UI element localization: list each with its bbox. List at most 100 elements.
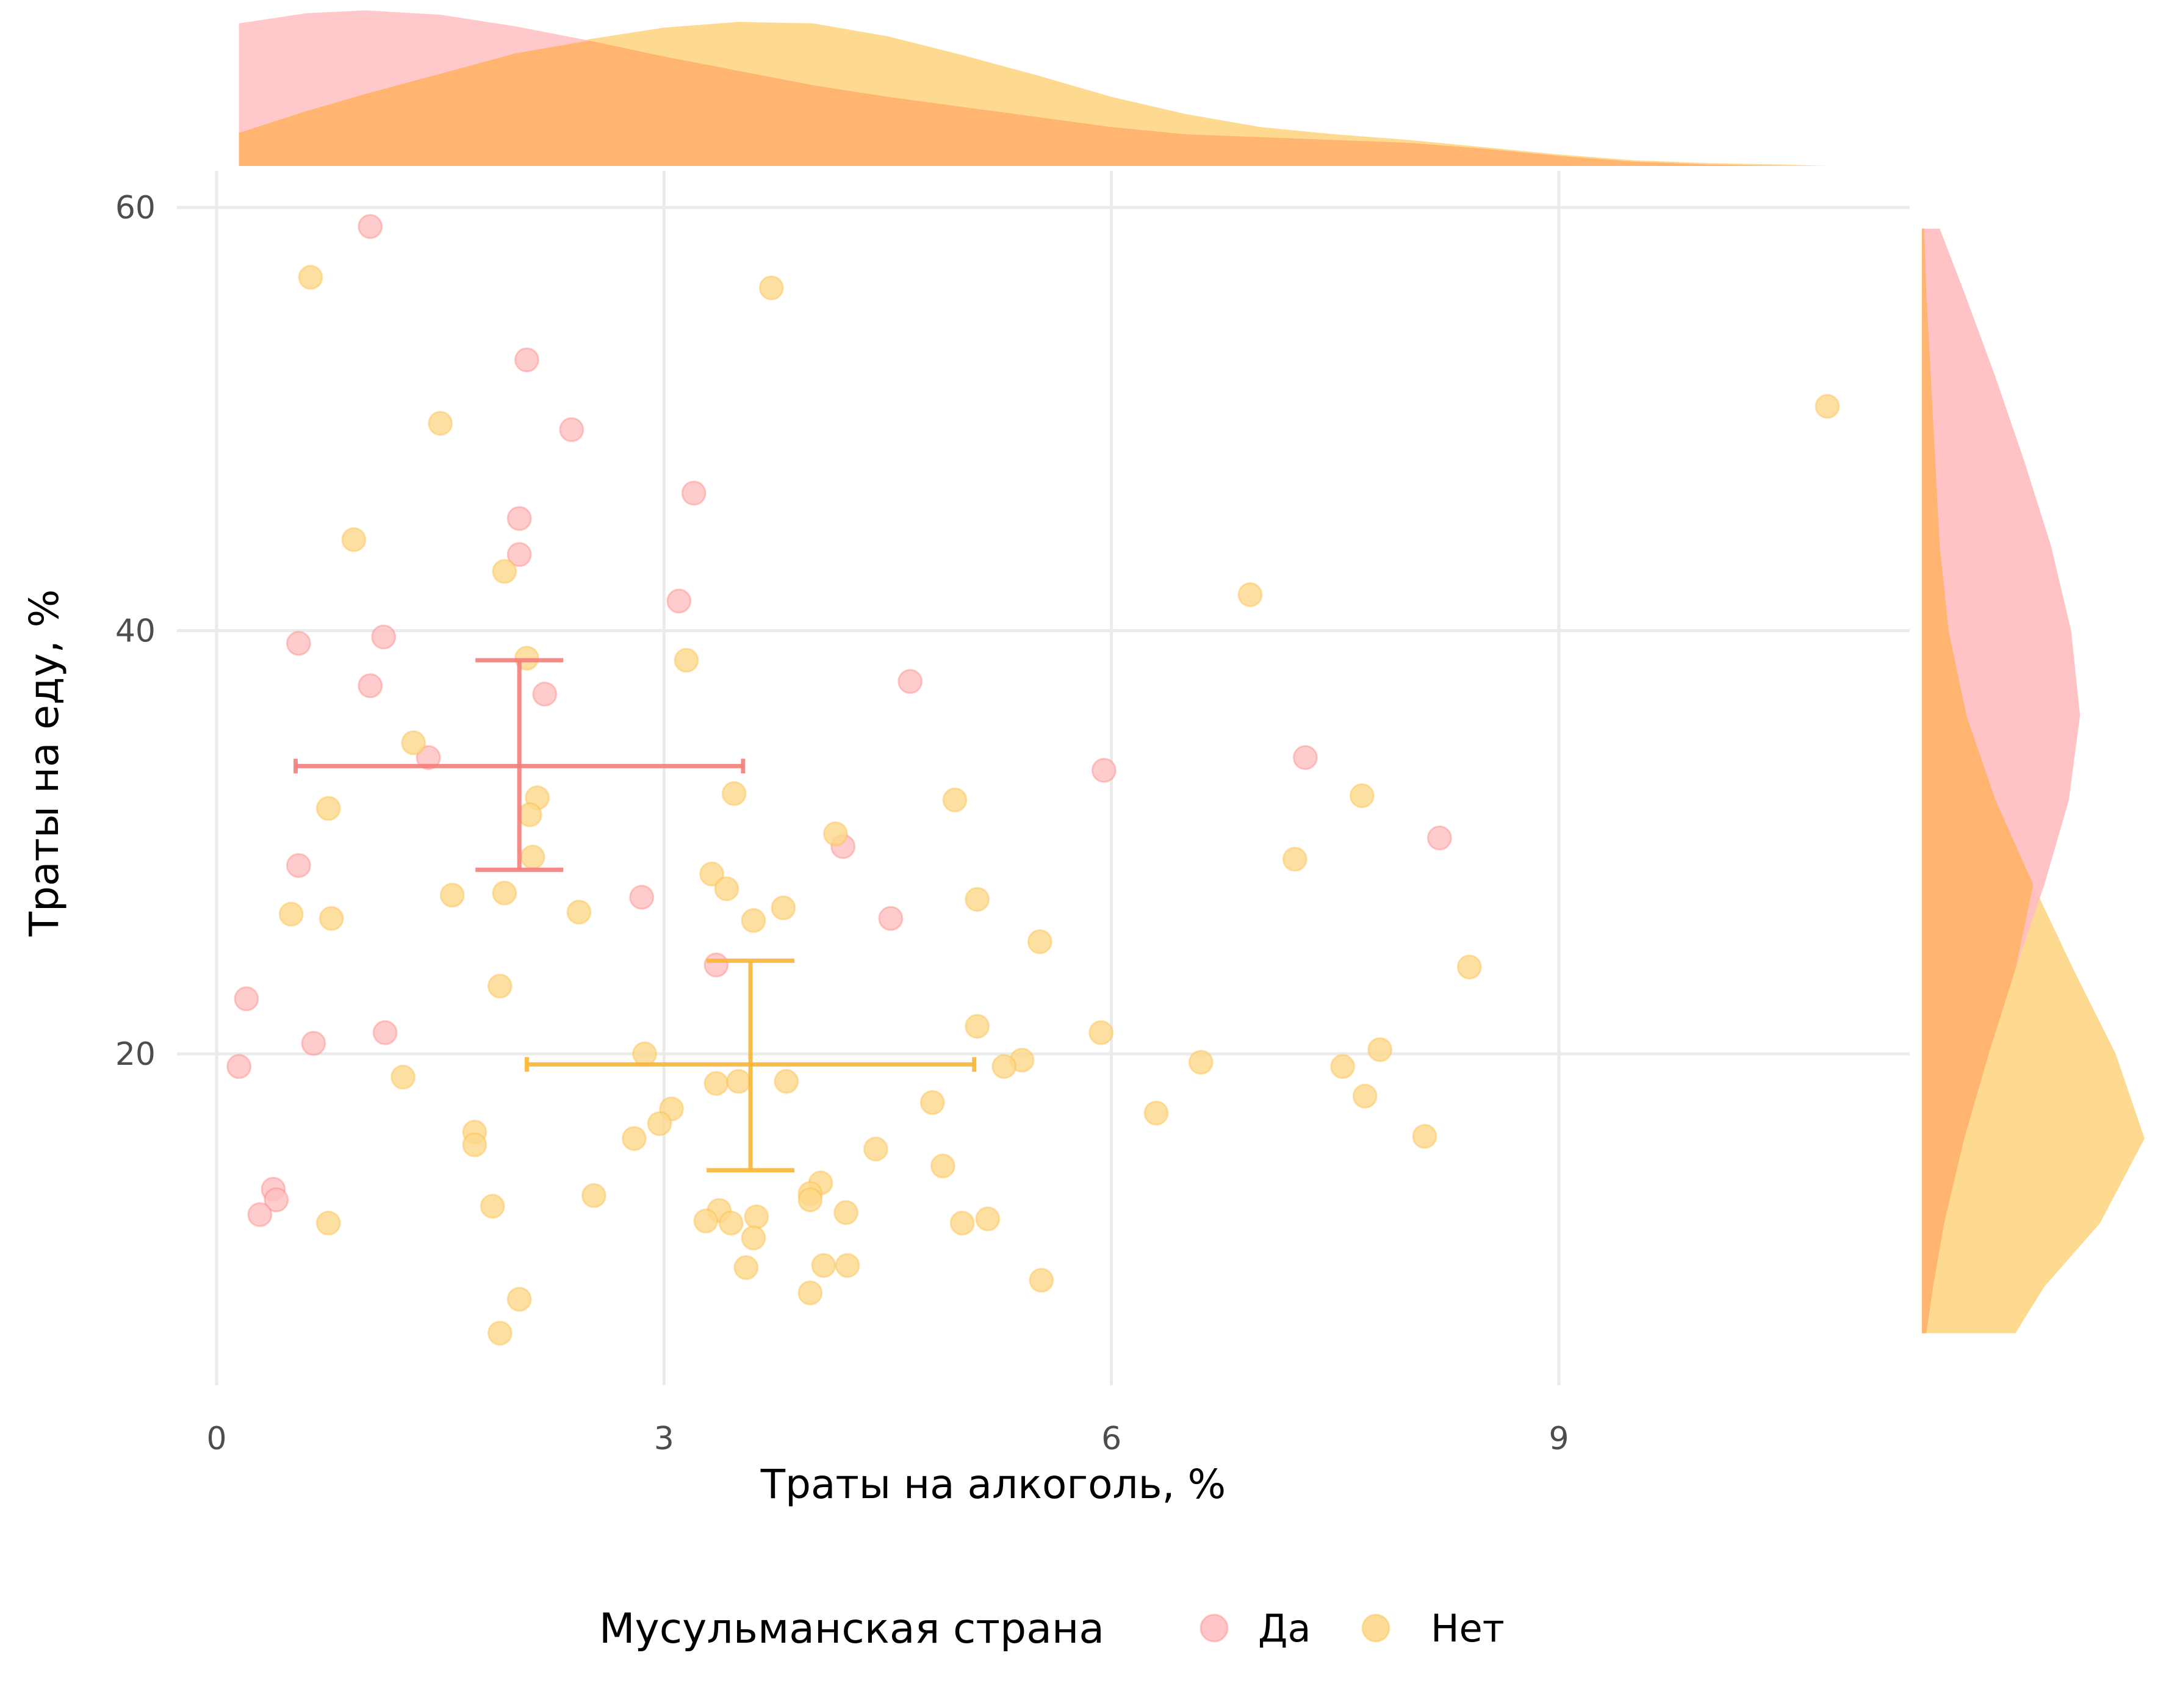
point-net [975, 1206, 1001, 1231]
point-net [278, 901, 304, 927]
point-net [318, 906, 344, 931]
point-net [487, 1321, 513, 1346]
point-net [341, 527, 367, 552]
legend-label-net: Нет [1431, 1606, 1505, 1651]
point-net [741, 908, 766, 933]
point-net [315, 1210, 341, 1236]
point-net [1352, 1083, 1378, 1109]
point-da [247, 1202, 273, 1227]
point-net [298, 264, 323, 290]
point-net [517, 802, 542, 827]
point-da [264, 1187, 289, 1213]
point-net [774, 1068, 799, 1094]
point-net [965, 887, 990, 912]
point-da [1426, 825, 1452, 851]
summary-layer [293, 658, 977, 1173]
point-net [1330, 1054, 1356, 1079]
point-net [647, 1111, 672, 1136]
point-net [726, 1068, 752, 1094]
legend-key-da [1199, 1613, 1229, 1643]
point-net [1027, 929, 1052, 954]
marginal-y-density [1922, 228, 2145, 1333]
point-da [1091, 757, 1117, 783]
marginal-x-density [239, 10, 1827, 167]
point-net [462, 1132, 487, 1158]
point-da [372, 1020, 398, 1045]
point-da [358, 673, 383, 699]
point-net [1237, 582, 1263, 608]
point-da [559, 417, 584, 442]
point-da [897, 669, 923, 694]
summary-crosshair-net [524, 958, 977, 1173]
point-da [234, 986, 259, 1012]
point-net [439, 882, 465, 908]
grid-layer [177, 171, 1910, 1385]
point-net [919, 1090, 945, 1115]
point-da [506, 506, 532, 531]
point-net [1367, 1037, 1393, 1062]
point-net [1412, 1123, 1437, 1149]
point-net [744, 1204, 769, 1230]
x-tick-label: 9 [1548, 1421, 1569, 1457]
point-net [1282, 846, 1307, 872]
point-net [566, 899, 592, 925]
point-net [693, 1208, 719, 1234]
point-da [514, 347, 539, 373]
point-da [681, 480, 707, 506]
point-net [581, 1183, 606, 1208]
point-net [797, 1187, 823, 1213]
point-net [1143, 1100, 1169, 1126]
point-net [492, 881, 517, 906]
point-da [286, 852, 311, 878]
point-net [991, 1054, 1017, 1079]
point-net [835, 1253, 860, 1278]
point-net [390, 1064, 416, 1090]
point-net [621, 1126, 647, 1151]
point-da [371, 624, 397, 650]
point-net [492, 558, 517, 584]
point-da [878, 906, 904, 931]
point-net [930, 1153, 955, 1179]
point-net [718, 1210, 744, 1236]
point-net [1456, 954, 1482, 980]
point-net [721, 781, 747, 806]
summary-crosshair-da [293, 658, 746, 872]
x-axis-title: Траты на алкоголь, % [760, 1461, 1226, 1508]
legend-label-da: Да [1258, 1606, 1311, 1651]
x-tick-label: 6 [1101, 1421, 1121, 1457]
point-net [674, 647, 699, 673]
point-da [703, 952, 729, 978]
point-net [520, 845, 545, 870]
x-tick-label: 0 [206, 1421, 226, 1457]
point-da [286, 630, 311, 656]
y-tick-label: 40 [115, 613, 156, 650]
legend-title: Мусульманская страна [599, 1605, 1104, 1653]
y-axis-title: Траты на еду, % [21, 589, 68, 937]
point-da [1292, 745, 1318, 770]
point-net [315, 796, 341, 821]
point-da [666, 588, 692, 614]
point-net [733, 1255, 759, 1280]
point-net [949, 1210, 975, 1236]
point-net [703, 1071, 729, 1096]
ticks-layer: 0 3 6 9 20 40 60 [115, 190, 1569, 1457]
points-layer [226, 214, 1840, 1346]
point-net [741, 1225, 766, 1251]
legend-key-net [1361, 1613, 1390, 1643]
point-da [629, 884, 655, 910]
y-tick-label: 60 [115, 190, 156, 226]
point-net [797, 1280, 823, 1306]
x-tick-label: 3 [654, 1421, 674, 1457]
point-net [428, 411, 453, 436]
point-da [226, 1054, 252, 1079]
point-net [480, 1194, 505, 1219]
point-net [822, 821, 848, 846]
legend: Мусульманская страна Да Нет [599, 1605, 1505, 1653]
point-da [415, 745, 441, 770]
point-net [863, 1136, 888, 1162]
point-net [942, 787, 968, 813]
point-net [833, 1200, 859, 1225]
point-net [401, 730, 426, 755]
point-da [532, 682, 558, 707]
